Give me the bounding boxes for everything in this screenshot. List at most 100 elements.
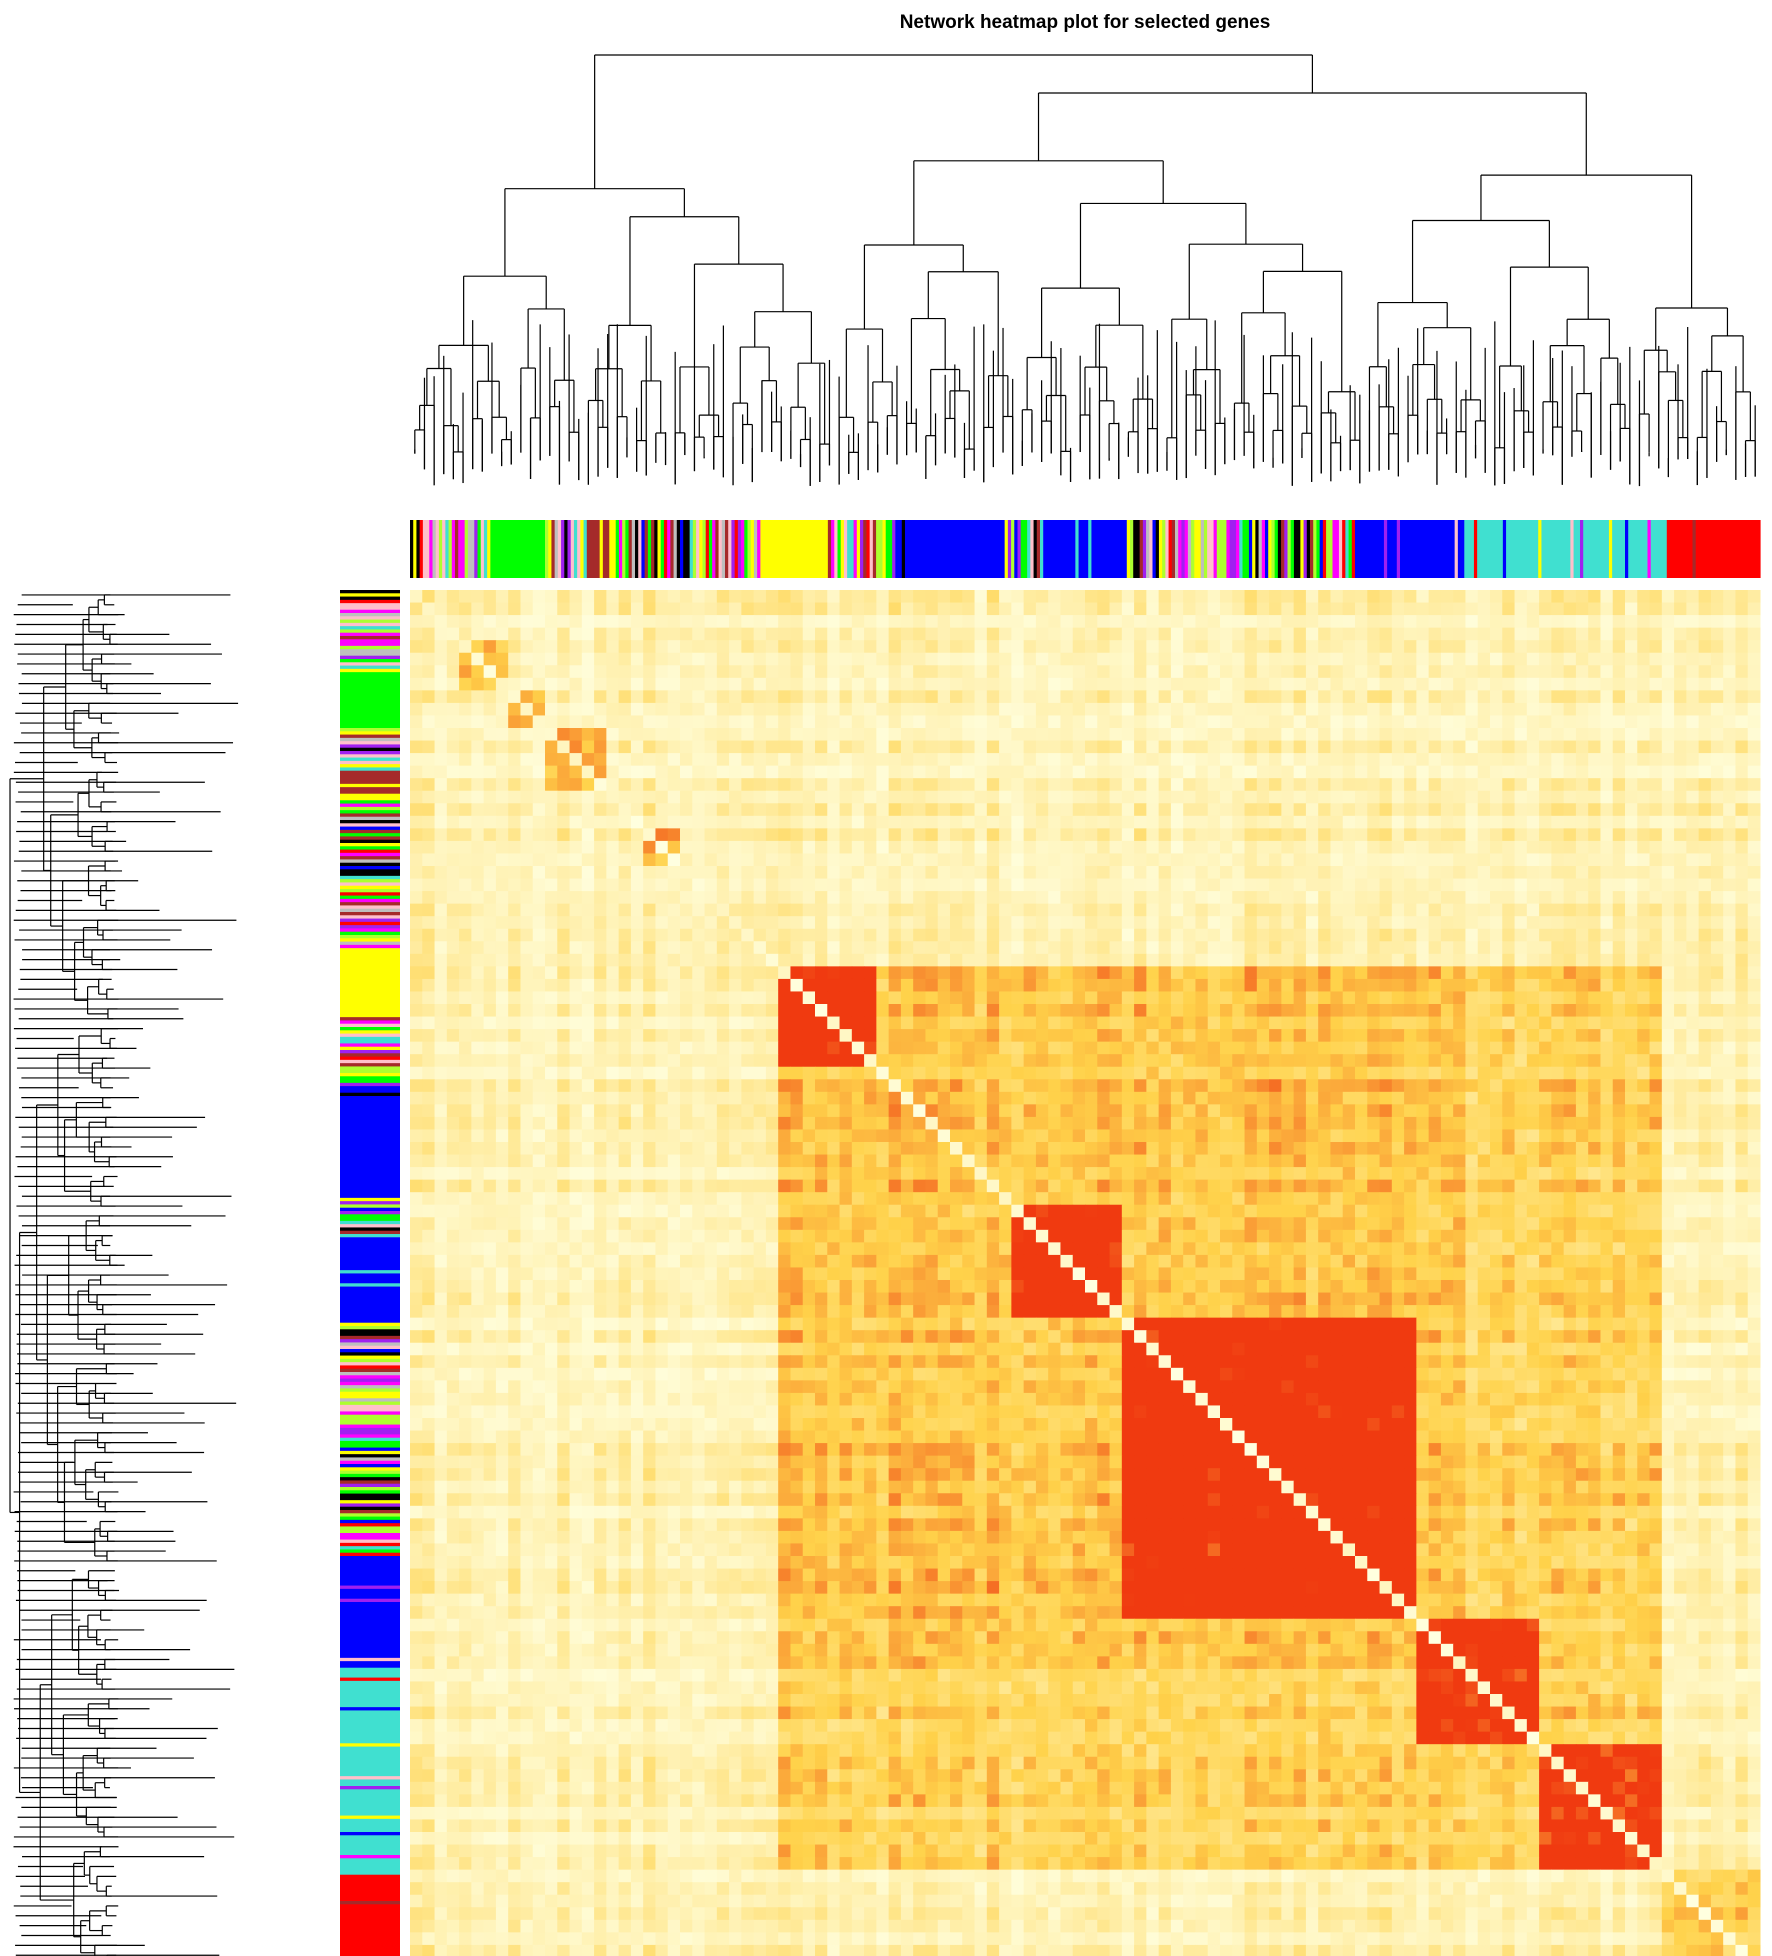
heatmap-cell [729,840,742,854]
heatmap-cell [937,803,951,817]
heatmap-cell [716,840,730,854]
heatmap-cell [753,828,767,842]
module-color-cell [340,1119,400,1123]
heatmap-cell [1563,590,1577,604]
heatmap-cell [1244,828,1258,842]
heatmap-cell [471,803,485,817]
heatmap-cell [643,753,656,767]
heatmap-cell [1367,702,1381,716]
heatmap-cell [1134,828,1147,842]
heatmap-cell [999,665,1012,679]
module-color-cell [340,1483,400,1488]
heatmap-cell [1367,615,1381,629]
module-color-cell [1628,520,1633,578]
heatmap-cell [1710,778,1724,792]
module-color-cell [1255,520,1260,578]
heatmap-cell [471,665,485,679]
heatmap-cell [827,652,841,666]
heatmap-cell [1060,753,1074,767]
module-color-cell [340,599,400,604]
heatmap-cell [508,891,521,905]
heatmap-cell [1072,778,1086,792]
heatmap-cell [1526,903,1540,917]
heatmap-cell [1269,640,1282,654]
heatmap-cell [1502,840,1516,854]
heatmap-cell [1502,878,1516,892]
heatmap-cell [495,903,509,917]
heatmap-cell [1195,615,1209,629]
heatmap-cell [729,728,742,742]
module-color-cell [1220,520,1224,578]
heatmap-cell [704,753,718,767]
heatmap-cell [680,715,693,729]
heatmap-cell [1539,640,1552,654]
heatmap-cell [1048,590,1061,604]
heatmap-cell [1514,590,1528,604]
heatmap-cell [1207,590,1221,604]
heatmap-cell [741,602,755,616]
module-color-cell [1727,520,1732,578]
heatmap-cell [1600,615,1614,629]
heatmap-cell [950,853,963,867]
heatmap-cell [434,652,448,666]
heatmap-cell [864,891,877,905]
heatmap-cell [839,903,853,917]
module-color-cell [1017,520,1022,578]
module-color-cell [1660,520,1665,578]
heatmap-cell [495,627,509,641]
heatmap-cell [1355,765,1368,779]
heatmap-cell [1453,840,1466,854]
heatmap-cell [1109,853,1123,867]
heatmap-cell [1526,878,1540,892]
heatmap-cell [1134,790,1147,804]
heatmap-cell [1440,891,1454,905]
heatmap-cell [1404,640,1417,654]
heatmap-cell [483,778,497,792]
heatmap-cell [1134,590,1147,604]
heatmap-cell [1416,790,1430,804]
heatmap-cell [655,740,669,754]
heatmap-cell [1453,790,1466,804]
heatmap-cell [1428,803,1442,817]
module-color-cell [888,520,893,578]
heatmap-cell [1244,728,1258,742]
heatmap-cell [1035,590,1049,604]
heatmap-cell [1379,690,1393,704]
heatmap-cell [1146,715,1160,729]
heatmap-cell [1011,928,1025,942]
heatmap-cell [1023,715,1037,729]
heatmap-cell [1600,878,1614,892]
heatmap-cell [1134,715,1147,729]
module-color-cell [340,1243,400,1248]
module-color-cell [798,520,803,578]
heatmap-cell [606,728,620,742]
heatmap-cell [581,878,595,892]
heatmap-cell [680,753,693,767]
heatmap-cell [888,815,902,829]
heatmap-cell [765,627,779,641]
heatmap-cell [692,853,706,867]
heatmap-cell [1269,728,1282,742]
module-color-cell [340,639,400,644]
heatmap-cell [729,615,742,629]
module-color-cell [673,520,678,578]
heatmap-cell [1330,602,1344,616]
heatmap-cell [1121,790,1135,804]
heatmap-cell [741,840,755,854]
heatmap-cell [1097,677,1111,691]
heatmap-cell [1293,815,1307,829]
heatmap-cell [1404,828,1417,842]
heatmap-cell [753,853,767,867]
heatmap-cell [1637,740,1651,754]
heatmap-cell [1453,702,1466,716]
heatmap-cell [1195,765,1209,779]
heatmap-cell [495,753,509,767]
heatmap-cell [1134,778,1147,792]
module-color-cell [340,1431,400,1436]
module-color-cell [340,1874,400,1879]
heatmap-cell [1723,690,1736,704]
heatmap-cell [851,878,865,892]
heatmap-cell [606,602,620,616]
heatmap-cell [606,778,620,792]
module-color-cell [340,1947,400,1951]
